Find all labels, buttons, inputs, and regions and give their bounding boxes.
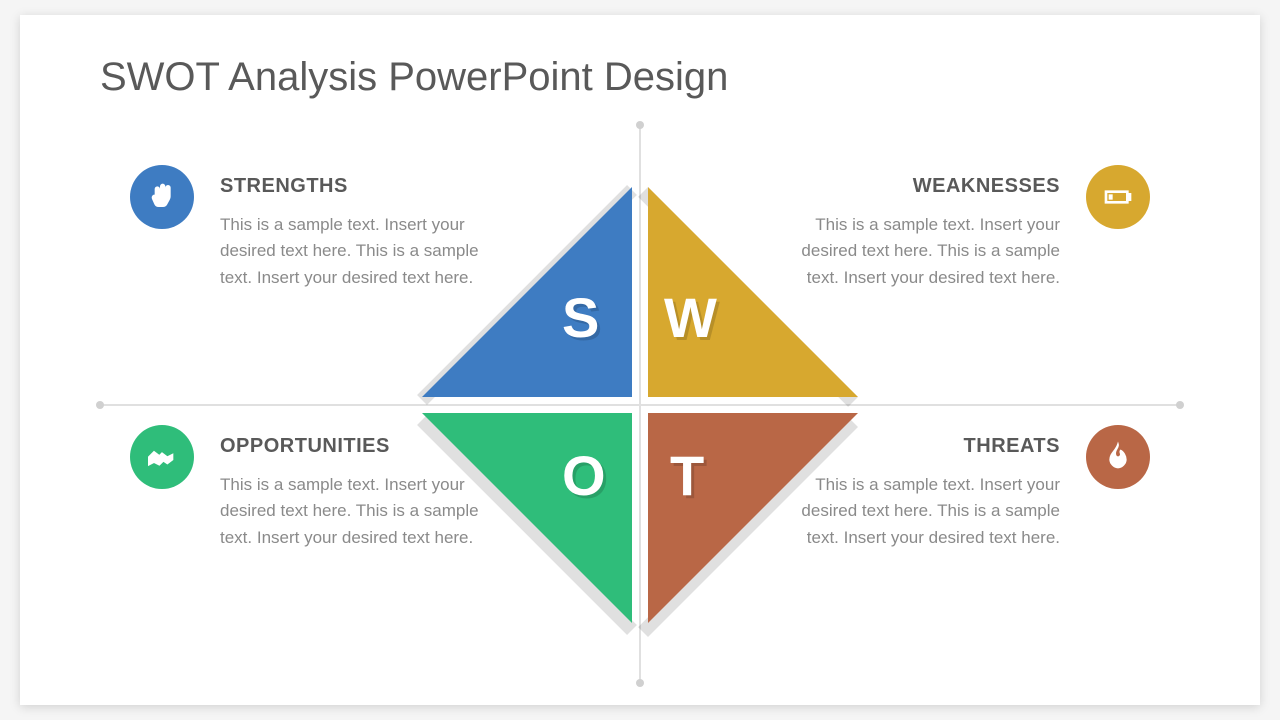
diamond-letter-t: T	[670, 443, 704, 508]
axis-horizontal	[100, 404, 1180, 406]
axis-dot-bottom	[636, 679, 644, 687]
slide: SWOT Analysis PowerPoint Design S W O T …	[20, 15, 1260, 705]
weaknesses-title: WEAKNESSES	[770, 175, 1060, 198]
strengths-icon-circle	[130, 165, 194, 229]
block-threats: THREATS This is a sample text. Insert yo…	[770, 435, 1060, 551]
opportunities-title: OPPORTUNITIES	[220, 435, 510, 458]
block-weaknesses: WEAKNESSES This is a sample text. Insert…	[770, 175, 1060, 291]
weaknesses-body: This is a sample text. Insert your desir…	[770, 212, 1060, 291]
threats-body: This is a sample text. Insert your desir…	[770, 472, 1060, 551]
axis-dot-left	[96, 401, 104, 409]
strengths-title: STRENGTHS	[220, 175, 510, 198]
strengths-body: This is a sample text. Insert your desir…	[220, 212, 510, 291]
axis-dot-top	[636, 121, 644, 129]
threats-title: THREATS	[770, 435, 1060, 458]
flame-icon	[1102, 441, 1134, 473]
block-strengths: STRENGTHS This is a sample text. Insert …	[220, 175, 510, 291]
weaknesses-icon-circle	[1086, 165, 1150, 229]
opportunities-body: This is a sample text. Insert your desir…	[220, 472, 510, 551]
diamond-letter-o: O	[562, 443, 606, 508]
handshake-icon	[146, 441, 178, 473]
battery-icon	[1102, 181, 1134, 213]
opportunities-icon-circle	[130, 425, 194, 489]
fist-icon	[146, 181, 178, 213]
diamond-letter-w: W	[664, 285, 717, 350]
block-opportunities: OPPORTUNITIES This is a sample text. Ins…	[220, 435, 510, 551]
axis-dot-right	[1176, 401, 1184, 409]
diamond-letter-s: S	[562, 285, 599, 350]
slide-title: SWOT Analysis PowerPoint Design	[100, 55, 728, 100]
threats-icon-circle	[1086, 425, 1150, 489]
